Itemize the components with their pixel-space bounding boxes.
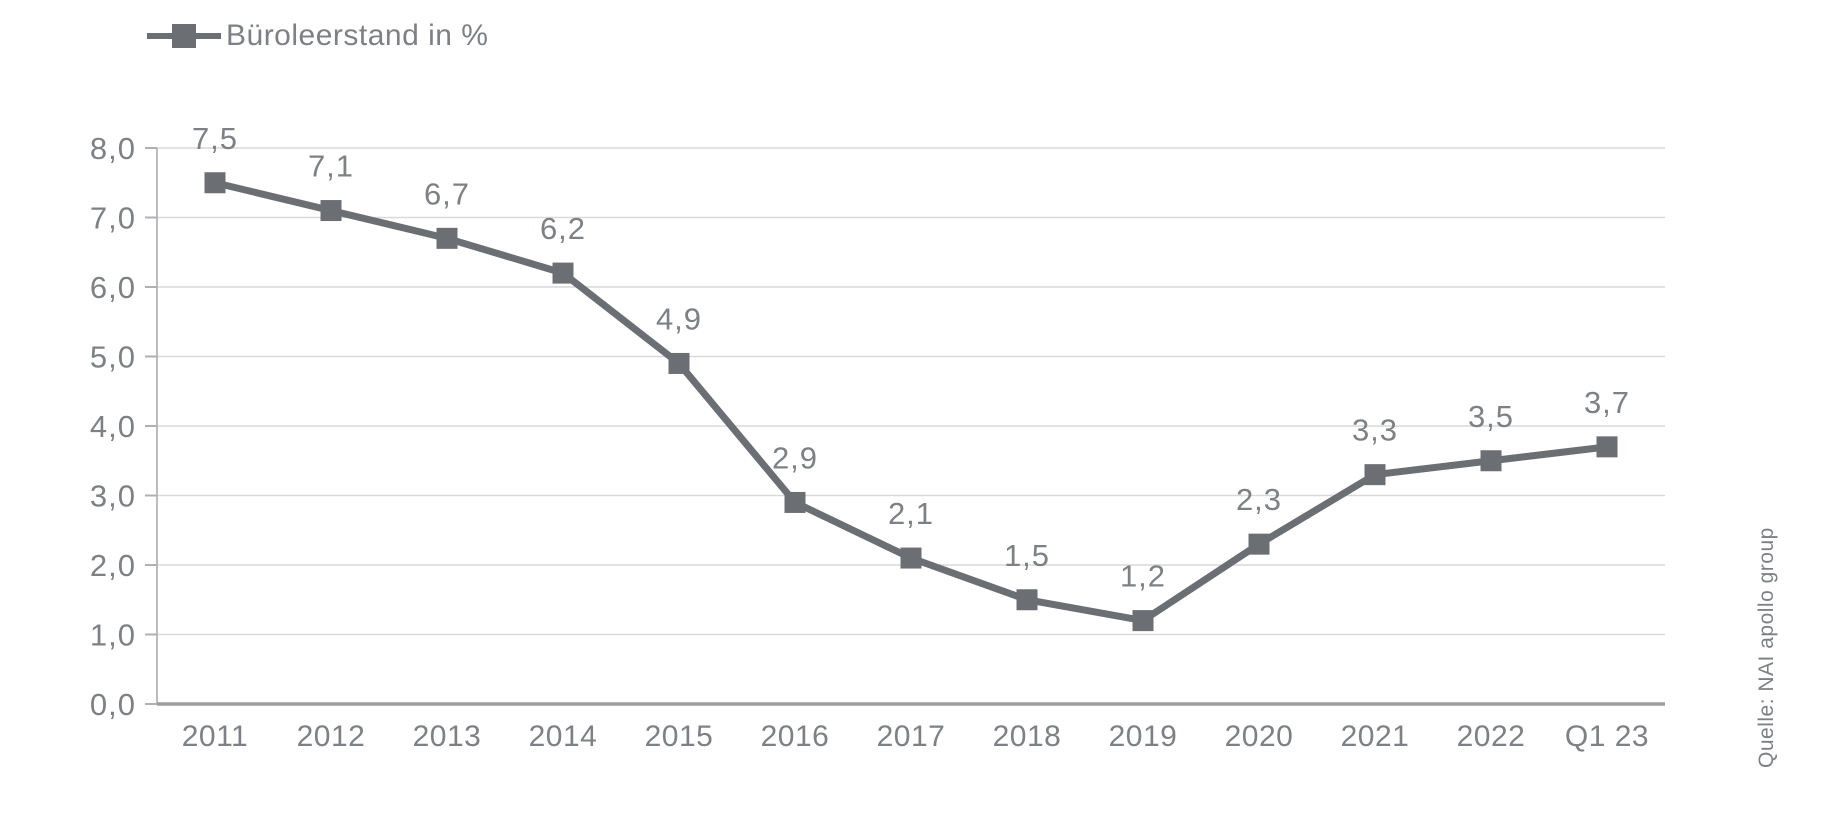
x-axis-category-label: 2018 (993, 720, 1062, 753)
data-label: 2,1 (888, 496, 934, 531)
data-point-marker (320, 200, 342, 222)
data-point-marker (668, 352, 690, 374)
source-caption: Quelle: NAI apollo group (1755, 527, 1778, 768)
x-axis-category-label: 2015 (645, 720, 714, 753)
data-label: 2,3 (1236, 482, 1282, 517)
x-axis-category-label: Q1 23 (1565, 720, 1649, 753)
y-axis-tick-label: 3,0 (90, 479, 136, 514)
data-label: 6,2 (540, 211, 586, 246)
data-point-marker (204, 172, 226, 194)
x-axis-category-label: 2017 (877, 720, 946, 753)
y-axis-tick-label: 7,0 (90, 201, 136, 236)
x-axis-category-label: 2016 (761, 720, 830, 753)
data-point-marker (1596, 436, 1618, 458)
x-axis-category-label: 2012 (297, 720, 366, 753)
x-axis-category-label: 2019 (1109, 720, 1178, 753)
legend-square-icon (172, 24, 196, 48)
data-label: 6,7 (424, 176, 470, 211)
y-axis-tick-label: 1,0 (90, 618, 136, 653)
y-axis-tick-label: 8,0 (90, 131, 136, 166)
y-axis-tick-label: 2,0 (90, 548, 136, 583)
x-axis-category-label: 2022 (1457, 720, 1526, 753)
data-point-marker (784, 491, 806, 513)
data-point-marker (1016, 589, 1038, 611)
x-axis-category-label: 2020 (1225, 720, 1294, 753)
data-point-marker (1480, 450, 1502, 472)
data-label: 2,9 (772, 440, 818, 475)
data-point-marker (552, 262, 574, 284)
y-axis-tick-label: 4,0 (90, 409, 136, 444)
data-label: 7,5 (192, 121, 238, 156)
data-label: 7,1 (308, 149, 354, 184)
data-label: 3,7 (1584, 385, 1630, 420)
data-point-marker (1248, 533, 1270, 555)
chart-legend: Büroleerstand in % (147, 19, 488, 53)
y-axis-tick-label: 5,0 (90, 340, 136, 375)
legend-label: Büroleerstand in % (226, 19, 489, 52)
y-axis-tick-label: 6,0 (90, 270, 136, 305)
data-label: 1,2 (1120, 559, 1166, 594)
data-label: 4,9 (656, 301, 702, 336)
x-axis-category-label: 2021 (1341, 720, 1410, 753)
x-axis-category-label: 2014 (529, 720, 598, 753)
data-label: 3,3 (1352, 413, 1398, 448)
data-label: 3,5 (1468, 399, 1514, 434)
data-point-marker (900, 547, 922, 569)
x-axis-category-label: 2013 (413, 720, 482, 753)
x-axis-category-label: 2011 (182, 720, 249, 753)
data-point-marker (1364, 464, 1386, 486)
data-point-marker (1132, 610, 1154, 632)
data-point-marker (436, 227, 458, 249)
legend-line-square-icon (147, 24, 221, 48)
y-axis-tick-label: 0,0 (90, 687, 136, 722)
data-label: 1,5 (1004, 538, 1050, 573)
